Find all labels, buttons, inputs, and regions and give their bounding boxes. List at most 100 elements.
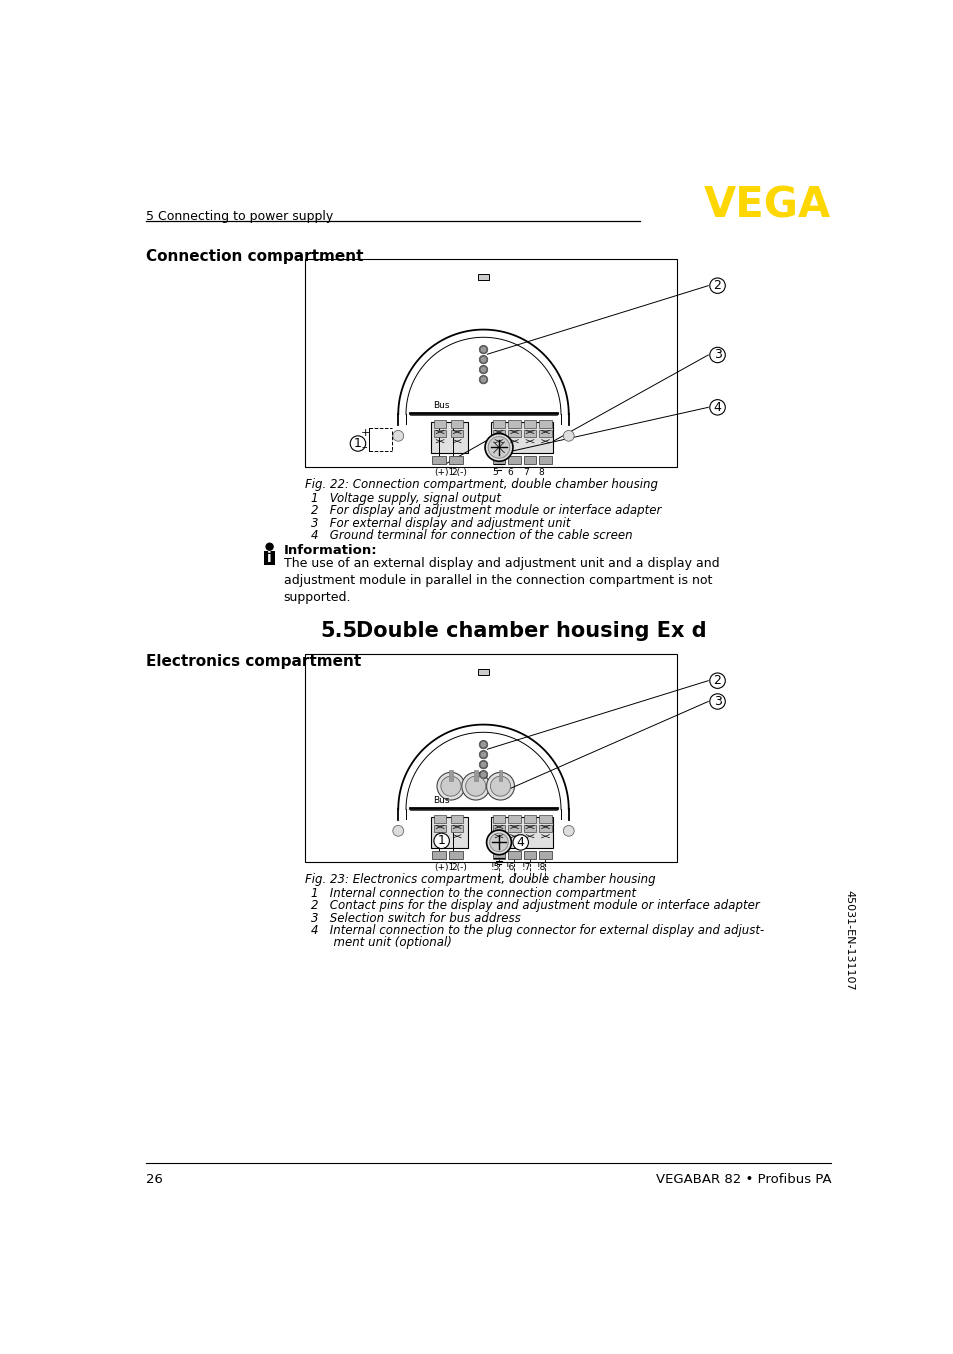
Circle shape [562, 431, 574, 441]
Bar [305, 654, 677, 861]
Bar [451, 825, 463, 833]
Text: Bus: Bus [433, 401, 449, 410]
Bar [508, 815, 520, 823]
Text: 4   Internal connection to the plug connector for external display and adjust-: 4 Internal connection to the plug connec… [311, 923, 764, 937]
Bar [493, 815, 505, 823]
Circle shape [436, 772, 464, 800]
Text: 5.5: 5.5 [320, 620, 357, 640]
Bar [491, 422, 553, 452]
Bar [523, 456, 536, 463]
Bar [493, 421, 505, 428]
Text: +: + [360, 428, 370, 437]
Bar [538, 825, 551, 833]
Bar [451, 815, 463, 823]
Circle shape [709, 347, 724, 363]
Bar [508, 850, 520, 858]
Text: 2   For display and adjustment module or interface adapter: 2 For display and adjustment module or i… [311, 504, 661, 517]
Text: 8: 8 [538, 468, 544, 477]
Bar [305, 259, 677, 467]
Text: 1   Internal connection to the connection compartment: 1 Internal connection to the connection … [311, 887, 636, 900]
Bar [431, 422, 468, 452]
Bar [498, 770, 502, 781]
Circle shape [440, 776, 460, 796]
Bar [523, 429, 536, 437]
Bar [523, 421, 536, 428]
Circle shape [709, 399, 724, 416]
Bar [451, 421, 463, 428]
Text: 4: 4 [517, 835, 524, 849]
Text: Connection compartment: Connection compartment [146, 249, 363, 264]
Text: ment unit (optional): ment unit (optional) [311, 937, 452, 949]
Circle shape [393, 826, 403, 837]
Bar [523, 850, 536, 858]
Text: !6: !6 [505, 864, 515, 872]
Text: Fig. 23: Electronics compartment, double chamber housing: Fig. 23: Electronics compartment, double… [305, 873, 656, 886]
Text: 2(-): 2(-) [452, 468, 467, 477]
Text: 2(-): 2(-) [452, 864, 467, 872]
Circle shape [479, 356, 486, 363]
Text: 7: 7 [522, 468, 529, 477]
Bar [477, 669, 488, 676]
Text: 2   Contact pins for the display and adjustment module or interface adapter: 2 Contact pins for the display and adjus… [311, 899, 760, 913]
Text: Electronics compartment: Electronics compartment [146, 654, 361, 669]
Bar [538, 421, 551, 428]
Circle shape [434, 833, 449, 849]
Text: 1: 1 [437, 834, 445, 848]
Circle shape [465, 776, 485, 796]
Bar [477, 274, 488, 280]
Text: Bus: Bus [433, 796, 449, 806]
Circle shape [350, 436, 365, 451]
Text: 2: 2 [713, 674, 720, 688]
Bar [434, 429, 446, 437]
Bar [493, 456, 505, 463]
Text: !5: !5 [490, 864, 499, 872]
Circle shape [479, 366, 486, 374]
Bar [432, 850, 446, 858]
Bar [451, 429, 463, 437]
Text: 3   For external display and adjustment unit: 3 For external display and adjustment un… [311, 517, 570, 529]
Text: 45031-EN-131107: 45031-EN-131107 [843, 890, 853, 991]
Text: i: i [267, 551, 272, 565]
Text: 2: 2 [713, 279, 720, 292]
Bar [474, 770, 477, 781]
Text: Double chamber housing Ex d: Double chamber housing Ex d [355, 620, 705, 640]
Bar [434, 421, 446, 428]
Text: 3: 3 [713, 695, 720, 708]
Circle shape [393, 431, 403, 441]
Text: 3   Selection switch for bus address: 3 Selection switch for bus address [311, 911, 520, 925]
Bar [493, 825, 505, 833]
Bar [431, 816, 468, 848]
Circle shape [479, 761, 486, 768]
Bar [493, 429, 505, 437]
Circle shape [484, 433, 513, 462]
Bar [432, 456, 446, 463]
Text: 3: 3 [713, 348, 720, 362]
Circle shape [486, 830, 511, 854]
Circle shape [461, 772, 489, 800]
Text: 6: 6 [507, 468, 513, 477]
Text: VEGA: VEGA [702, 184, 830, 226]
Text: !8: !8 [537, 864, 546, 872]
Circle shape [479, 741, 486, 747]
Circle shape [513, 834, 528, 850]
Bar [538, 815, 551, 823]
Bar [508, 421, 520, 428]
Text: !7: !7 [521, 864, 530, 872]
Bar [508, 456, 520, 463]
Text: –: – [360, 441, 366, 452]
Bar [493, 850, 505, 858]
Bar [508, 825, 520, 833]
Text: 26: 26 [146, 1173, 163, 1186]
Circle shape [489, 833, 508, 852]
Circle shape [490, 776, 510, 796]
Circle shape [488, 436, 509, 458]
Bar [538, 850, 551, 858]
Bar [434, 825, 446, 833]
Text: 4   Ground terminal for connection of the cable screen: 4 Ground terminal for connection of the … [311, 529, 633, 542]
Text: 5: 5 [492, 468, 497, 477]
Text: (+)1: (+)1 [435, 864, 455, 872]
Circle shape [709, 673, 724, 688]
Bar [538, 429, 551, 437]
Bar [491, 816, 553, 848]
Text: Information:: Information: [283, 543, 376, 556]
